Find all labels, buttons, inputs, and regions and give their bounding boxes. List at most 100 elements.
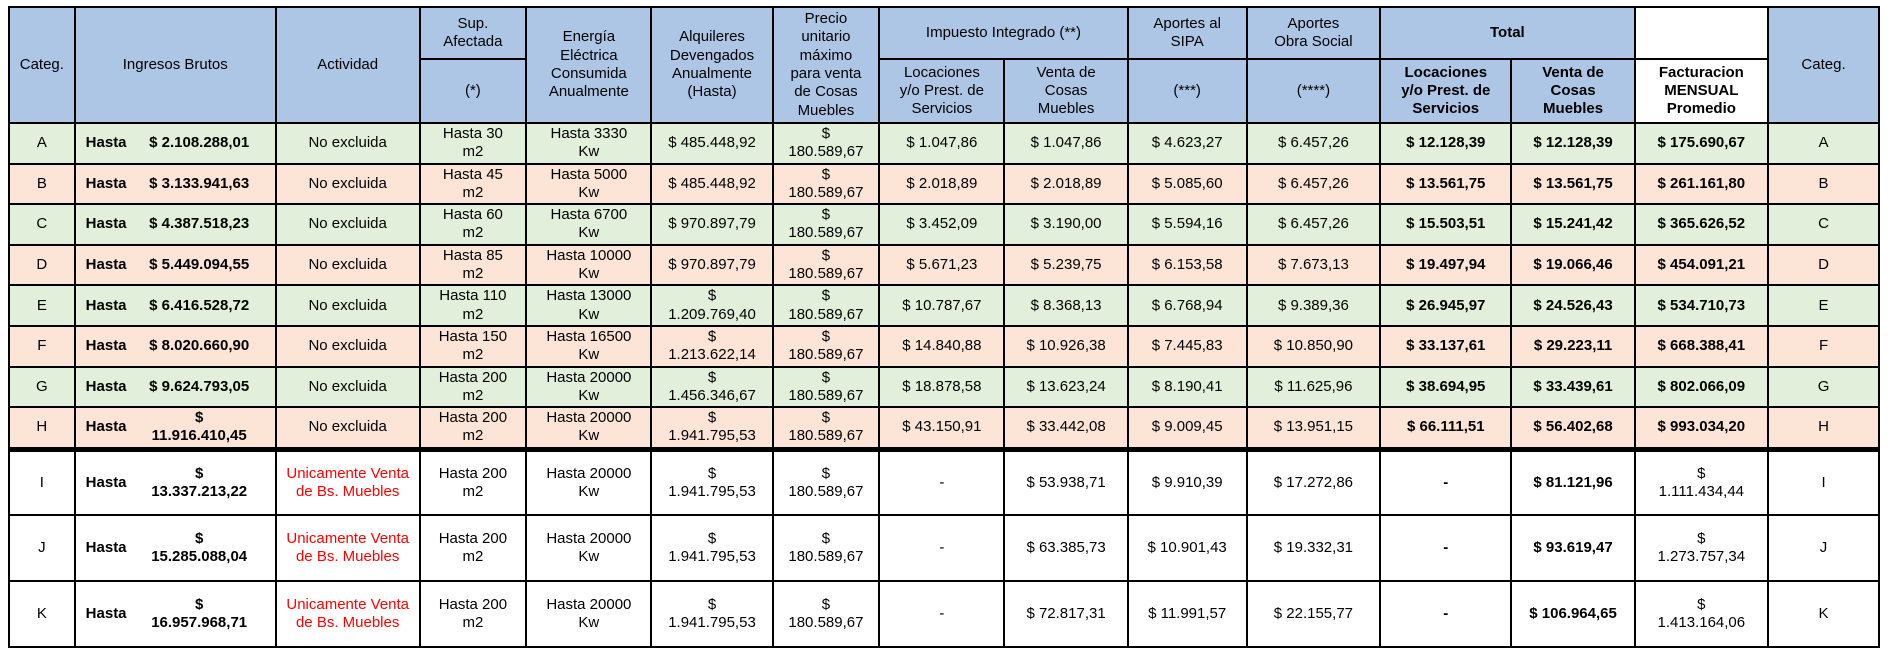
cell-total-venta: $ 56.402,68	[1510, 406, 1636, 451]
cell-category-right: C	[1767, 203, 1880, 246]
cell-aportes-obra-social: $ 19.332,31	[1245, 514, 1382, 583]
table-row-A: A Hasta $ 2.108.288,01 No excluida Hasta 30 …	[8, 122, 1880, 165]
ingresos-amount: $ 3.133.941,63	[149, 174, 250, 192]
cell-impuesto-venta: $ 72.817,31	[1003, 580, 1129, 649]
cell-actividad: Unicamente Venta de Bs. Muebles	[274, 514, 421, 583]
cell-total-venta: $ 19.066,46	[1510, 243, 1636, 287]
cell-precio-unitario: $ 180.589,67	[771, 514, 881, 583]
cell-category-right: I	[1767, 446, 1880, 517]
cell-impuesto-venta: $ 2.018,89	[1003, 162, 1129, 206]
cell-aportes-sipa: $ 6.768,94	[1126, 284, 1248, 327]
cell-precio-unitario: $ 180.589,67	[771, 365, 881, 409]
cell-precio-unitario: $ 180.589,67	[771, 122, 881, 165]
ingresos-amount: $ 8.020.660,90	[149, 337, 250, 355]
cell-facturacion-mensual: $ 365.626,52	[1633, 203, 1770, 246]
cell-impuesto-locaciones: $ 1.047,86	[878, 122, 1006, 165]
cell-superficie-afectada: Hasta 150 m2	[418, 324, 528, 368]
cell-alquileres-devengados: $ 485.448,92	[650, 122, 774, 165]
cell-ingresos-brutos: Hasta $ 4.387.518,23	[73, 203, 277, 246]
table-row-B: B Hasta $ 3.133.941,63 No excluida Hasta 45 …	[8, 162, 1880, 206]
cell-total-venta: $ 81.121,96	[1510, 446, 1636, 517]
cell-category-left: K	[8, 580, 76, 649]
cell-impuesto-locaciones: -	[878, 580, 1006, 649]
cell-total-venta: $ 24.526,43	[1510, 284, 1636, 327]
cell-ingresos-brutos: Hasta $ 2.108.288,01	[73, 122, 277, 165]
header-facturacion-mensual: Facturacion MENSUAL Promedio	[1633, 58, 1770, 124]
cell-category-left: G	[8, 365, 76, 409]
cell-alquileres-devengados: $ 1.941.795,53	[650, 514, 774, 583]
ingresos-amount: $ 11.916.410,45	[151, 409, 247, 445]
cell-superficie-afectada: Hasta 45 m2	[418, 162, 528, 206]
hasta-label: Hasta	[85, 605, 127, 623]
cell-facturacion-mensual: $ 1.273.757,34	[1633, 514, 1770, 583]
ingresos-amount: $ 13.337.213,22	[151, 464, 248, 500]
hasta-label: Hasta	[85, 377, 127, 395]
cell-precio-unitario: $ 180.589,67	[771, 324, 881, 368]
header-superficie-note: (*)	[418, 58, 528, 124]
cell-category-right: B	[1767, 162, 1880, 206]
cell-actividad: Unicamente Venta de Bs. Muebles	[274, 580, 421, 649]
cell-aportes-obra-social: $ 17.272,86	[1245, 446, 1382, 517]
cell-total-venta: $ 33.439,61	[1510, 365, 1636, 409]
cell-superficie-afectada: Hasta 200 m2	[418, 365, 528, 409]
cell-energia-electrica: Hasta 20000 Kw	[525, 446, 653, 517]
cell-ingresos-brutos: Hasta $ 3.133.941,63	[73, 162, 277, 206]
header-facturacion-spacer	[1633, 6, 1770, 60]
cell-category-left: C	[8, 203, 76, 246]
cell-impuesto-venta: $ 3.190,00	[1003, 203, 1129, 246]
cell-aportes-obra-social: $ 13.951,15	[1245, 406, 1382, 451]
cell-actividad: No excluida	[274, 122, 421, 165]
cell-impuesto-venta: $ 13.623,24	[1003, 365, 1129, 409]
cell-actividad: No excluida	[274, 406, 421, 451]
cell-actividad: No excluida	[274, 365, 421, 409]
cell-alquileres-devengados: $ 1.213.622,14	[650, 324, 774, 368]
header-categ-left: Categ.	[8, 6, 76, 124]
cell-total-locaciones: $ 15.503,51	[1379, 203, 1513, 246]
cell-precio-unitario: $ 180.589,67	[771, 406, 881, 451]
hasta-label: Hasta	[85, 418, 127, 436]
cell-category-right: G	[1767, 365, 1880, 409]
cell-superficie-afectada: Hasta 200 m2	[418, 406, 528, 451]
cell-impuesto-locaciones: $ 18.878,58	[878, 365, 1006, 409]
header-aportes-sipa: Aportes al SIPA	[1126, 6, 1248, 60]
cell-superficie-afectada: Hasta 85 m2	[418, 243, 528, 287]
table-row-E: E Hasta $ 6.416.528,72 No excluida Hasta 110…	[8, 284, 1880, 327]
cell-actividad: Unicamente Venta de Bs. Muebles	[274, 446, 421, 517]
hasta-label: Hasta	[85, 134, 127, 152]
table-row-H: H Hasta $ 11.916.410,45 No excluida Hasta 20…	[8, 406, 1880, 451]
cell-total-locaciones: $ 19.497,94	[1379, 243, 1513, 287]
cell-alquileres-devengados: $ 485.448,92	[650, 162, 774, 206]
cell-impuesto-venta: $ 33.442,08	[1003, 406, 1129, 451]
cell-total-locaciones: $ 26.945,97	[1379, 284, 1513, 327]
cell-aportes-sipa: $ 4.623,27	[1126, 122, 1248, 165]
cell-aportes-sipa: $ 9.009,45	[1126, 406, 1248, 451]
header-superficie-afectada: Sup. Afectada	[418, 6, 528, 60]
cell-category-right: J	[1767, 514, 1880, 583]
header-sipa-note: (***)	[1126, 58, 1248, 124]
cell-impuesto-locaciones: $ 14.840,88	[878, 324, 1006, 368]
cell-aportes-sipa: $ 9.910,39	[1126, 446, 1248, 517]
header-precio-unitario: Precio unitario máximo para venta de Cos…	[771, 6, 881, 124]
cell-aportes-sipa: $ 7.445,83	[1126, 324, 1248, 368]
cell-category-left: I	[8, 446, 76, 517]
cell-impuesto-locaciones: $ 5.671,23	[878, 243, 1006, 287]
cell-alquileres-devengados: $ 1.209.769,40	[650, 284, 774, 327]
cell-total-venta: $ 15.241,42	[1510, 203, 1636, 246]
cell-aportes-sipa: $ 6.153,58	[1126, 243, 1248, 287]
table-row-F: F Hasta $ 8.020.660,90 No excluida Hasta 150…	[8, 324, 1880, 368]
cell-superficie-afectada: Hasta 200 m2	[418, 514, 528, 583]
cell-precio-unitario: $ 180.589,67	[771, 580, 881, 649]
cell-energia-electrica: Hasta 6700 Kw	[525, 203, 653, 246]
cell-superficie-afectada: Hasta 30 m2	[418, 122, 528, 165]
monotributo-category-table: Categ. Ingresos Brutos Actividad Sup. Af…	[8, 6, 1880, 649]
cell-facturacion-mensual: $ 175.690,67	[1633, 122, 1770, 165]
cell-aportes-obra-social: $ 6.457,26	[1245, 203, 1382, 246]
header-total: Total	[1379, 6, 1636, 60]
cell-total-venta: $ 29.223,11	[1510, 324, 1636, 368]
cell-aportes-obra-social: $ 9.389,36	[1245, 284, 1382, 327]
header-ingresos-brutos: Ingresos Brutos	[73, 6, 277, 124]
ingresos-amount: $ 16.957.968,71	[151, 595, 248, 632]
cell-impuesto-locaciones: $ 43.150,91	[878, 406, 1006, 451]
table-row-K: K Hasta $ 16.957.968,71 Unicamente Venta de…	[8, 580, 1880, 649]
cell-total-locaciones: $ 33.137,61	[1379, 324, 1513, 368]
